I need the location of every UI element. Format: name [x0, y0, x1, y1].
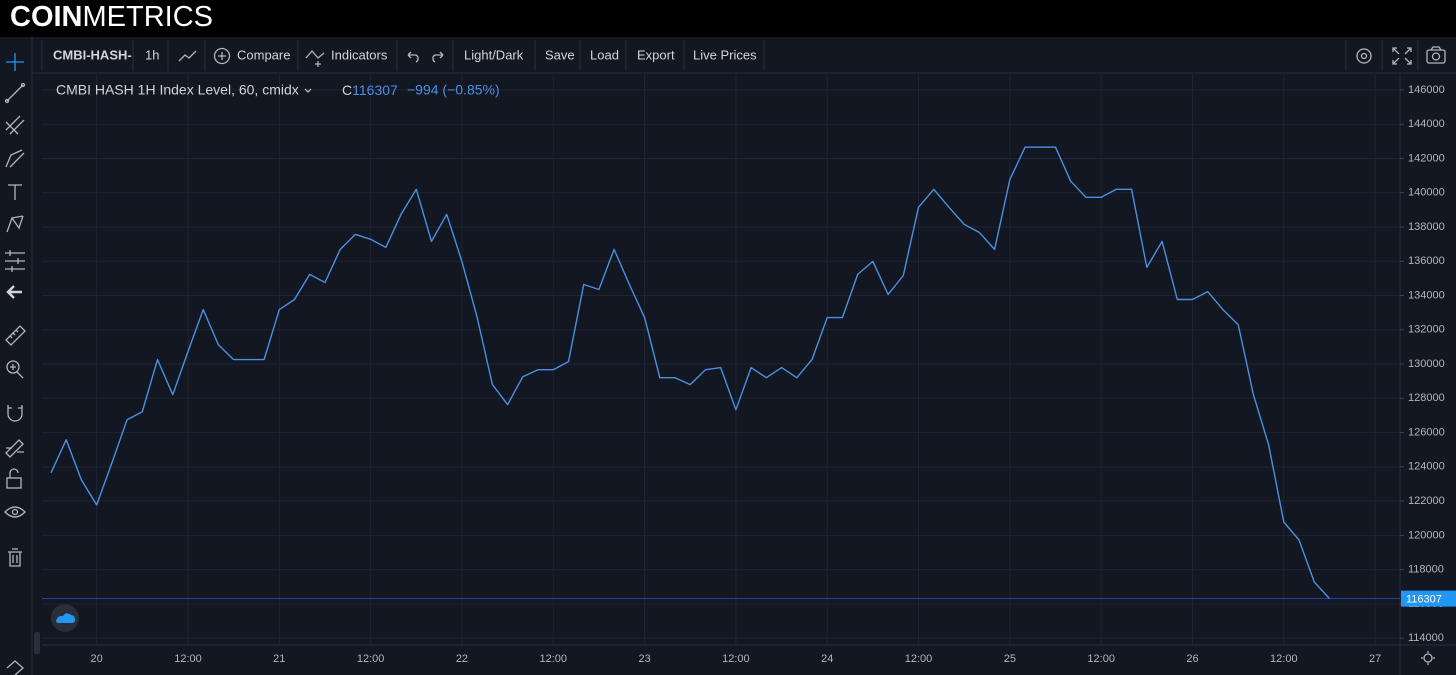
- last-price-tag: [1401, 590, 1456, 607]
- y-tick-label: 126000: [1408, 426, 1445, 438]
- y-tick-label: 136000: [1408, 255, 1445, 267]
- y-tick-label: 134000: [1408, 289, 1445, 301]
- save-button[interactable]: Save: [545, 47, 575, 62]
- logo-badge-icon: [56, 613, 75, 623]
- x-tick-label: 24: [821, 653, 833, 665]
- compare-plus: [218, 52, 226, 60]
- compare-icon[interactable]: [213, 47, 231, 65]
- y-tick-label: 120000: [1408, 529, 1445, 541]
- drawing-tools[interactable]: [4, 53, 26, 675]
- logo-light: METRICS: [83, 1, 214, 33]
- live-prices-button[interactable]: Live Prices: [693, 47, 757, 62]
- y-tick-label: 138000: [1408, 221, 1445, 233]
- close-prefix: C116307: [342, 82, 398, 98]
- y-tick-label: 122000: [1408, 495, 1445, 507]
- grid: 1140001160001180001200001220001240001260…: [42, 74, 1445, 665]
- undo-icon[interactable]: [407, 51, 419, 63]
- header-bar: [0, 0, 1456, 37]
- y-tick-label: 114000: [1408, 632, 1444, 644]
- x-tick-label: 12:00: [174, 653, 202, 665]
- title-caret[interactable]: [304, 88, 312, 93]
- close-prefix-text: C: [342, 82, 352, 98]
- x-tick-label: 22: [456, 653, 468, 665]
- x-tick-label: 20: [91, 653, 103, 665]
- axis-settings-icon[interactable]: [1421, 651, 1435, 665]
- compare-button[interactable]: Compare: [237, 47, 290, 62]
- series-title: CMBI HASH 1H Index Level, 60, cmidx: [56, 82, 299, 98]
- price-line: [50, 146, 1331, 600]
- redo-icon[interactable]: [432, 51, 444, 63]
- load-button[interactable]: Load: [590, 47, 619, 62]
- y-tick-label: 118000: [1408, 564, 1444, 576]
- x-tick-label: 26: [1186, 653, 1198, 665]
- logo: COINMETRICS: [10, 1, 213, 33]
- left-toolbar: [0, 37, 32, 675]
- y-tick-label: 142000: [1408, 152, 1445, 164]
- app-background: [0, 37, 1456, 675]
- x-tick-label: 23: [638, 653, 650, 665]
- indicators-button[interactable]: Indicators: [331, 47, 388, 62]
- settings-icon[interactable]: [1356, 48, 1372, 64]
- plot: 116307: [42, 146, 1456, 607]
- y-tick-label: 140000: [1408, 187, 1445, 199]
- y-tick-label: 132000: [1408, 324, 1445, 336]
- y-tick-label: 128000: [1408, 392, 1445, 404]
- light-dark-button[interactable]: Light/Dark: [464, 47, 524, 62]
- toolbar-separators: [41, 40, 1419, 71]
- y-tick-label: 124000: [1408, 461, 1445, 473]
- y-tick-label: 146000: [1408, 84, 1445, 96]
- x-tick-label: 12:00: [1087, 653, 1115, 665]
- x-tick-label: 21: [273, 653, 285, 665]
- logo-bold: COIN: [10, 1, 83, 33]
- change-value: −994 (−0.85%): [407, 82, 500, 98]
- y-tick-label: 144000: [1408, 118, 1445, 130]
- x-tick-label: 25: [1004, 653, 1016, 665]
- indicators-icon[interactable]: [305, 50, 325, 67]
- last-price-label: 116307: [1406, 594, 1442, 606]
- screenshot-icon[interactable]: [1426, 46, 1446, 64]
- export-button[interactable]: Export: [637, 47, 675, 62]
- x-tick-label: 12:00: [1270, 653, 1298, 665]
- x-tick-label: 12:00: [722, 653, 750, 665]
- y-tick-label: 130000: [1408, 358, 1445, 370]
- x-tick-label: 12:00: [357, 653, 385, 665]
- x-tick-label: 12:00: [905, 653, 933, 665]
- interval-button[interactable]: 1h: [145, 47, 159, 62]
- close-value: 116307: [352, 82, 398, 98]
- collapse-handle[interactable]: [34, 632, 40, 654]
- x-tick-label: 12:00: [539, 653, 567, 665]
- x-tick-label: 27: [1369, 653, 1381, 665]
- fullscreen-icon[interactable]: [1392, 47, 1412, 65]
- symbol-button[interactable]: CMBI-HASH-: [53, 47, 132, 62]
- chart-style-icon[interactable]: [178, 50, 197, 62]
